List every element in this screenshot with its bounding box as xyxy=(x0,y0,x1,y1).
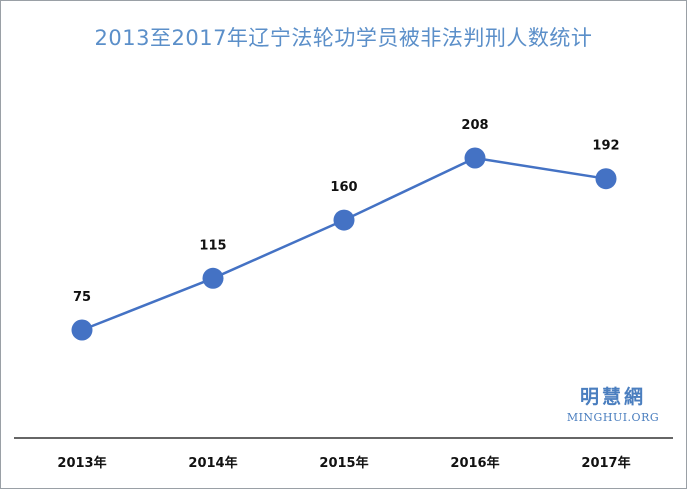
x-tick-label-0: 2013年 xyxy=(57,455,106,471)
data-point-3 xyxy=(464,147,486,169)
data-label-3: 208 xyxy=(461,118,488,133)
data-label-0: 75 xyxy=(73,290,91,305)
data-point-0 xyxy=(71,319,93,341)
x-tick-label-3: 2016年 xyxy=(450,455,499,471)
data-point-1 xyxy=(202,267,224,289)
data-label-2: 160 xyxy=(330,180,357,195)
data-point-4 xyxy=(595,168,617,190)
minghui-watermark: 明慧網 MINGHUI.ORG xyxy=(548,382,678,424)
x-tick-label-1: 2014年 xyxy=(188,455,237,471)
chart-title: 2013至2017年辽宁法轮功学员被非法判刑人数统计 xyxy=(94,26,593,50)
data-label-1: 115 xyxy=(199,238,226,253)
x-tick-label-2: 2015年 xyxy=(319,455,368,471)
x-tick-label-4: 2017年 xyxy=(581,455,630,471)
data-point-2 xyxy=(333,209,355,231)
data-label-4: 192 xyxy=(592,139,619,154)
watermark-cn: 明慧網 xyxy=(579,386,646,408)
watermark-en: MINGHUI.ORG xyxy=(566,411,660,424)
